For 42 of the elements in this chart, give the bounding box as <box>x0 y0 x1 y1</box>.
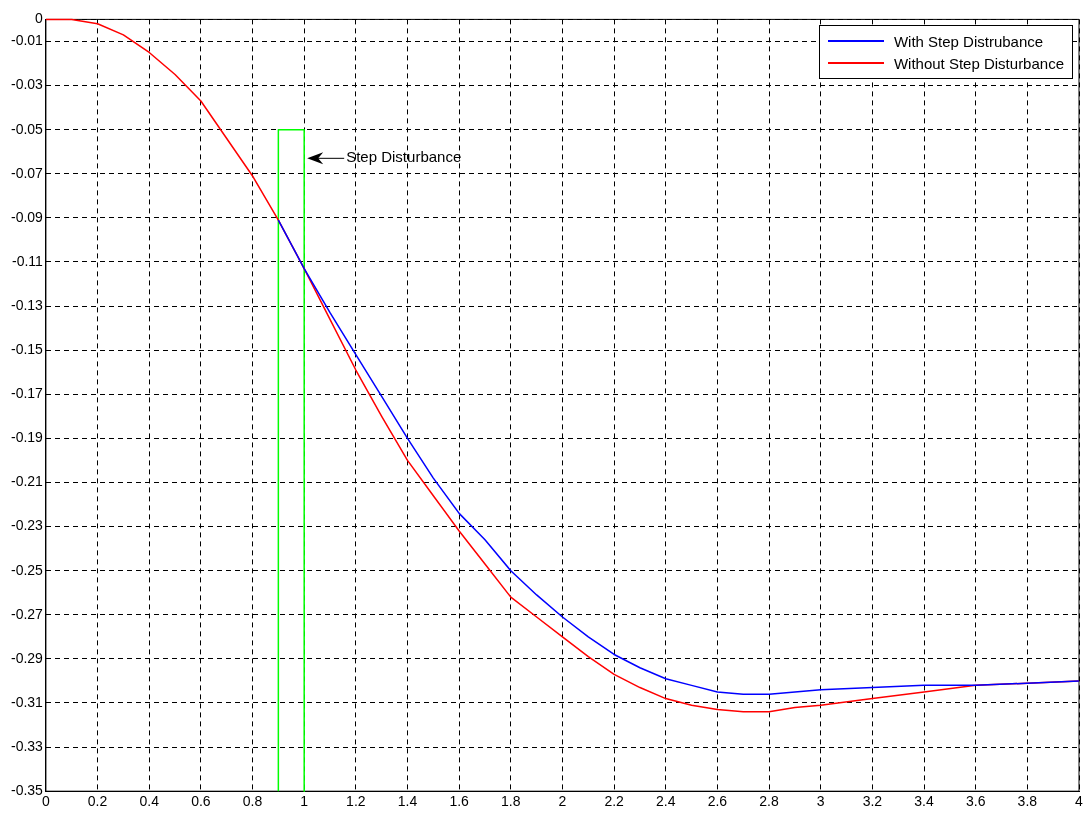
x-tick-label: 1.6 <box>449 793 470 810</box>
y-tick-label: -0.29 <box>10 649 44 666</box>
y-tick-label: -0.21 <box>10 473 44 490</box>
x-tick-label: 2.8 <box>759 793 780 810</box>
legend-label: Without Step Disturbance <box>893 54 1064 72</box>
y-tick-label: -0.31 <box>10 693 44 710</box>
x-tick-label: 0.6 <box>191 793 211 810</box>
x-tick-label: 1.2 <box>346 793 366 810</box>
y-tick-label: 0 <box>35 10 44 27</box>
y-tick-label: -0.35 <box>10 782 44 799</box>
legend-label: With Step Distrubance <box>893 32 1044 50</box>
y-tick-label: -0.05 <box>10 120 44 137</box>
x-tick-label: 3.2 <box>862 793 883 810</box>
y-tick-label: -0.09 <box>10 208 44 225</box>
x-tick-label: 0.4 <box>139 793 160 810</box>
y-tick-label: -0.07 <box>10 164 44 181</box>
x-tick-label: 3 <box>816 793 825 810</box>
x-tick-label: 1.4 <box>397 793 418 810</box>
x-tick-label: 3.6 <box>965 793 986 810</box>
x-tick-label: 2 <box>558 793 567 810</box>
x-tick-label: 4 <box>1075 793 1084 810</box>
x-tick-label: 1 <box>300 793 309 810</box>
y-tick-label: -0.19 <box>10 429 44 446</box>
y-tick-label: -0.17 <box>10 385 44 402</box>
x-tick-label: 3.4 <box>914 793 934 810</box>
x-tick-label: 0.8 <box>242 793 263 810</box>
y-tick-label: -0.01 <box>10 32 44 49</box>
y-tick-label: -0.11 <box>12 252 44 269</box>
y-tick-label: -0.33 <box>10 737 44 754</box>
x-tick-label: 2.6 <box>707 793 728 810</box>
x-tick-label: 3.8 <box>1017 793 1038 810</box>
x-tick-label: 1.8 <box>501 793 521 810</box>
y-tick-label: -0.15 <box>10 341 44 358</box>
y-tick-label: -0.23 <box>10 517 44 534</box>
y-tick-label: -0.25 <box>10 561 44 578</box>
x-tick-label: 0.2 <box>87 793 108 810</box>
x-tick-label: 2.2 <box>604 793 625 810</box>
y-tick-label: -0.03 <box>10 76 44 93</box>
x-tick-label: 2.4 <box>656 793 676 810</box>
y-tick-label: -0.13 <box>10 296 44 313</box>
y-tick-label: -0.27 <box>10 605 44 622</box>
annotation: Step Disturbance <box>346 148 462 166</box>
